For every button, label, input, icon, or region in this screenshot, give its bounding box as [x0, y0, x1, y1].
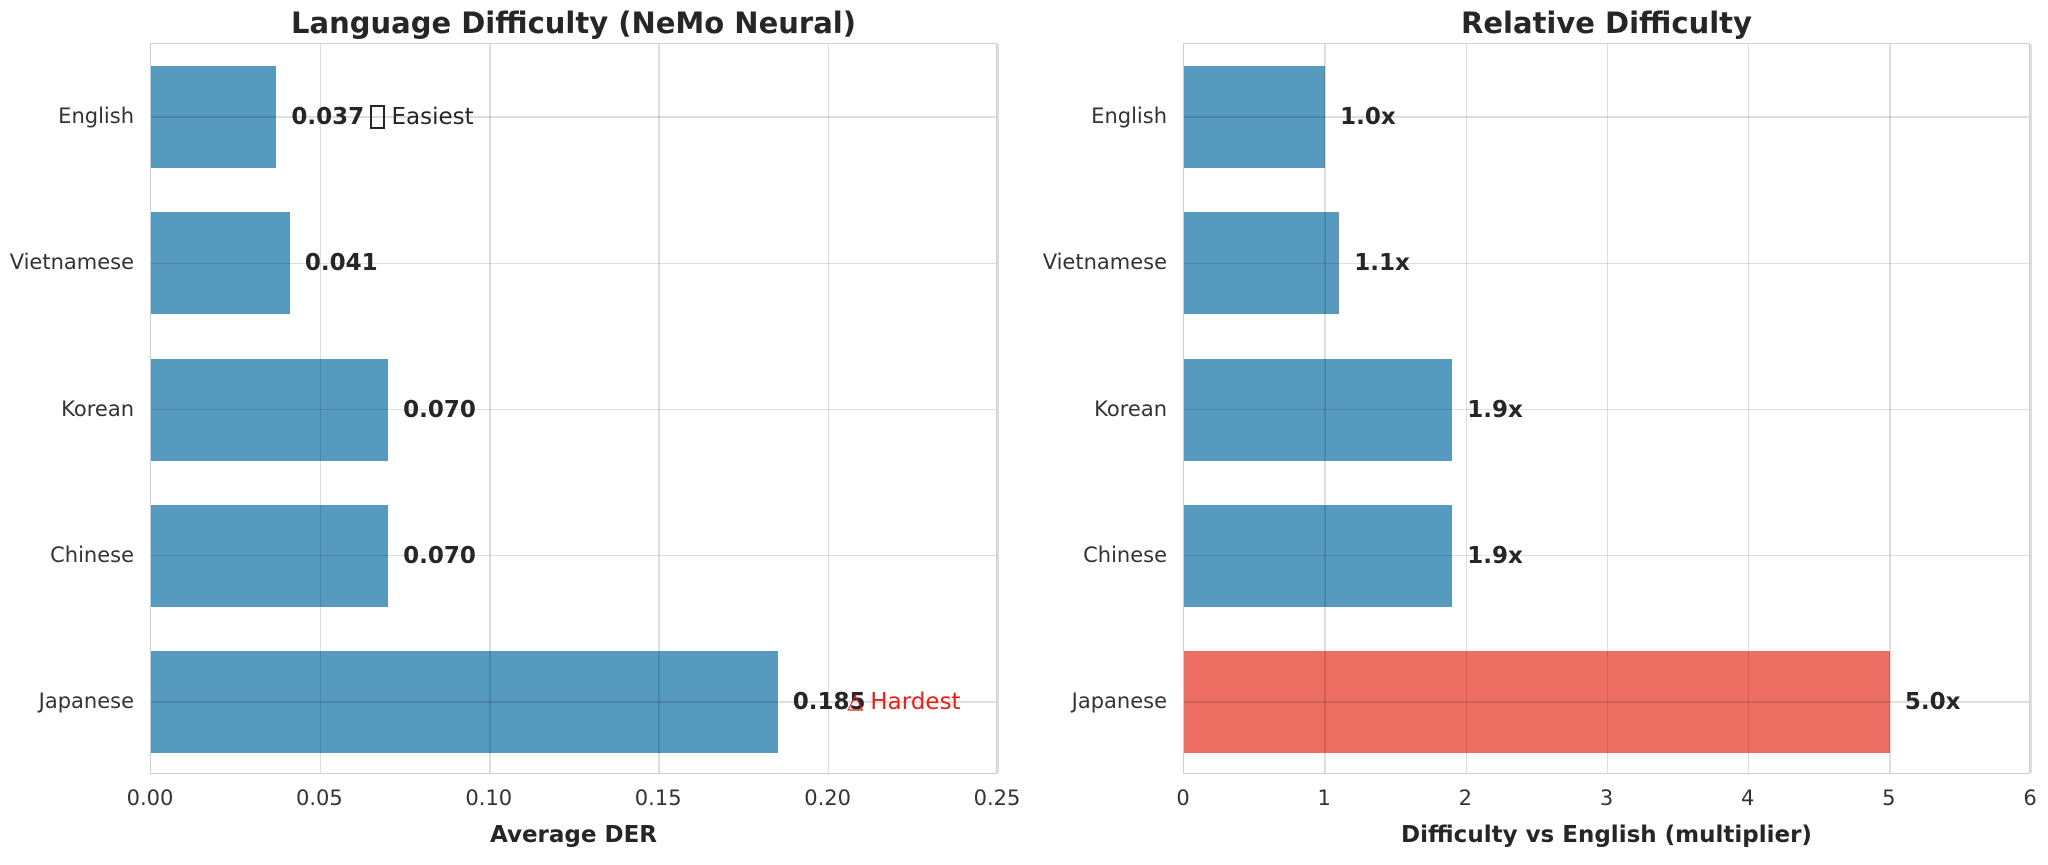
bar-english	[1184, 66, 1326, 169]
x-tick-label: 5	[1882, 786, 1896, 810]
bar-value-label: 1.1x	[1354, 250, 1410, 277]
bar-value-label: 1.9x	[1467, 396, 1523, 423]
gridline-vertical	[2030, 44, 2032, 773]
gridline-horizontal	[151, 554, 996, 557]
gridline-vertical	[319, 44, 322, 773]
annotation-easiest: Easiest	[369, 104, 474, 131]
gridline-horizontal	[151, 116, 996, 118]
chart-title: Language Difficulty (NeMo Neural)	[291, 6, 856, 40]
gridline-horizontal	[151, 701, 996, 703]
gridline-horizontal	[1184, 554, 2029, 557]
x-tick-label: 2	[1458, 786, 1473, 810]
x-axis-label: Average DER	[489, 822, 658, 848]
annotation-hardest: △ Hardest	[847, 689, 960, 715]
bar-vietnamese	[151, 212, 290, 315]
annotation-text: Easiest	[391, 104, 474, 131]
gridline-horizontal	[1184, 408, 2029, 411]
bar-japanese	[151, 650, 778, 753]
bar-value-label: 5.0x	[1904, 688, 1961, 715]
x-tick-label: 0.10	[465, 786, 513, 810]
y-category-label: Vietnamese	[1042, 250, 1167, 275]
x-tick-label: 0.15	[634, 786, 682, 810]
gridline-vertical	[658, 44, 660, 773]
y-category-label: Chinese	[50, 542, 134, 567]
gridline-vertical	[1324, 44, 1326, 773]
bar-value-label: 1.9x	[1467, 542, 1523, 569]
bar-chinese	[1184, 504, 1453, 607]
gridline-vertical	[1606, 44, 1609, 773]
bar-value-label: 0.070	[403, 396, 476, 423]
bar-english	[151, 66, 277, 169]
bar-chinese	[151, 504, 389, 607]
annotation-text: Hardest	[870, 688, 961, 715]
x-tick-label: 6	[2023, 786, 2037, 810]
gridline-vertical	[1465, 44, 1468, 773]
missing-glyph-icon	[369, 105, 385, 130]
bar-value-label: 0.037	[291, 104, 365, 131]
bar-japanese	[1184, 650, 1890, 753]
x-axis-label: Difficulty vs English (multiplier)	[1401, 822, 1812, 848]
gridline-horizontal	[1184, 116, 2029, 118]
chart-title: Relative Difficulty	[1461, 6, 1752, 40]
gridline-horizontal	[1184, 262, 2029, 265]
bar-korean	[151, 358, 389, 461]
x-tick-label: 4	[1740, 786, 1755, 810]
bar-value-label: 0.070	[403, 542, 476, 569]
y-category-label: Japanese	[38, 688, 134, 713]
bar-value-label: 1.0x	[1340, 104, 1396, 131]
x-tick-label: 0.05	[296, 786, 343, 810]
gridline-horizontal	[1184, 701, 2029, 703]
gridline-vertical	[1747, 44, 1750, 773]
gridline-vertical	[827, 44, 830, 773]
y-category-label: English	[58, 104, 134, 129]
bar-vietnamese	[1184, 212, 1340, 315]
x-tick-label: 0.25	[973, 786, 1021, 810]
x-tick-label: 3	[1599, 786, 1614, 810]
y-category-label: Korean	[1094, 396, 1167, 421]
y-category-label: Vietnamese	[9, 250, 134, 275]
x-tick-label: 1	[1317, 786, 1331, 810]
y-category-label: Chinese	[1083, 542, 1167, 567]
bar-value-label: 0.185	[792, 688, 866, 715]
gridline-horizontal	[151, 262, 996, 265]
plot-area: 1.0x 1.1x 1.9x 1.9x 5.0x	[1183, 43, 2032, 774]
x-tick-label: 0.00	[126, 786, 174, 810]
gridline-vertical	[489, 44, 491, 773]
y-category-label: English	[1091, 104, 1167, 129]
bar-value-label: 0.041	[304, 250, 378, 277]
x-tick-label: 0	[1176, 786, 1190, 810]
gridline-vertical	[1889, 44, 1891, 773]
x-tick-label: 0.20	[804, 786, 851, 810]
y-category-label: Japanese	[1071, 688, 1167, 713]
y-category-label: Korean	[61, 396, 134, 421]
gridline-vertical	[997, 44, 999, 773]
bar-korean	[1184, 358, 1453, 461]
plot-area: 0.037 0.041 0.070 0.070 0.185 Easiest △ Hardest	[150, 43, 999, 774]
gridline-horizontal	[151, 408, 996, 411]
warning-triangle-icon: △	[847, 689, 864, 714]
